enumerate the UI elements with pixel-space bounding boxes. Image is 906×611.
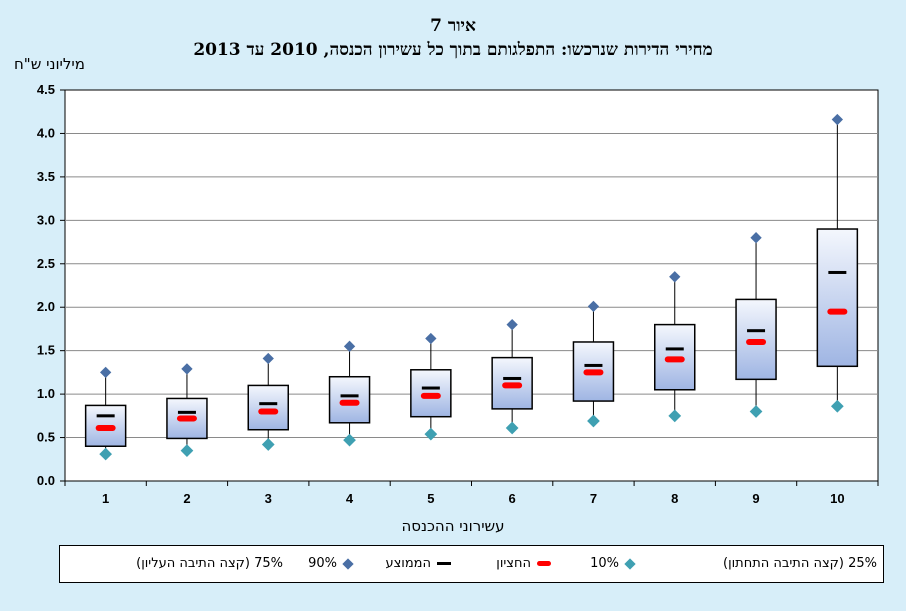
mean-marker	[584, 363, 603, 367]
median-marker	[664, 356, 685, 363]
x-tick-label: 4	[346, 491, 354, 506]
box-decile-7	[572, 300, 615, 428]
x-tick-label: 8	[671, 491, 678, 506]
y-tick-label: 4.0	[37, 125, 55, 140]
x-tick-label: 6	[509, 491, 516, 506]
p90-point	[343, 340, 356, 352]
legend-p25-label: 25% (קצה התיבה התחתון)	[723, 556, 877, 571]
x-tick-label: 3	[265, 491, 272, 506]
mean-marker	[747, 329, 766, 333]
y-axis-unit: מיליוני ש"ח	[14, 55, 85, 73]
median-marker	[583, 369, 604, 376]
median-marker	[339, 399, 360, 406]
mean-marker	[503, 376, 522, 380]
mean-marker	[259, 402, 278, 406]
legend-median: החציון	[496, 556, 553, 571]
mean-marker	[177, 410, 196, 414]
box-decile-2	[166, 363, 208, 457]
p90-point	[669, 271, 681, 283]
p90-point	[750, 232, 762, 244]
median-marker	[95, 424, 116, 431]
x-tick-label: 2	[183, 491, 190, 506]
figure-number: איור 7	[430, 16, 476, 36]
legend: 25% (קצה התיבה התחתון) 10% החציון הממוצע…	[59, 545, 884, 583]
legend-p90: 90%	[308, 556, 355, 571]
box-decile-8	[654, 271, 696, 423]
iqr-box	[247, 384, 289, 431]
box-decile-10	[816, 113, 859, 413]
mean-marker	[828, 270, 847, 274]
p90-point	[181, 363, 193, 375]
p10-point	[505, 421, 519, 435]
legend-p10: 10%	[590, 556, 637, 571]
y-tick-label: 1.0	[37, 386, 55, 401]
iqr-box	[654, 323, 696, 391]
iqr-box	[328, 375, 371, 424]
x-tick-label: 9	[752, 491, 759, 506]
median-marker	[258, 408, 279, 415]
box-decile-5	[410, 332, 452, 441]
y-tick-label: 0.5	[37, 430, 55, 445]
legend-median-label: החציון	[496, 556, 531, 571]
legend-p90-label: 90%	[308, 556, 337, 571]
median-marker	[746, 338, 767, 345]
mean-marker	[665, 347, 684, 351]
y-tick-label: 4.5	[37, 82, 55, 97]
y-tick-label: 3.5	[37, 169, 55, 184]
x-tick-label: 10	[830, 491, 844, 506]
mean-marker	[340, 394, 359, 398]
median-marker	[420, 392, 441, 399]
mean-marker-icon	[437, 562, 451, 565]
p10-point	[424, 427, 438, 441]
y-tick-label: 1.5	[37, 343, 55, 358]
x-tick-label: 5	[427, 491, 434, 506]
boxes	[84, 113, 859, 461]
legend-mean-label: הממוצע	[385, 556, 431, 571]
legend-mean: הממוצע	[385, 556, 453, 571]
mean-marker	[421, 386, 440, 390]
p90-point	[262, 352, 274, 365]
mean-marker	[96, 414, 115, 418]
legend-p75: 75% (קצה התיבה העליון)	[136, 556, 283, 571]
p10-point	[180, 444, 194, 457]
y-tick-label: 3.0	[37, 212, 55, 227]
p10-diamond-icon	[624, 557, 636, 570]
x-tick-label: 7	[590, 491, 597, 506]
box-decile-1	[84, 366, 127, 461]
p10-point	[99, 447, 113, 461]
x-axis-title: עשירוני ההכנסה	[401, 517, 505, 535]
legend-p10-label: 10%	[590, 556, 619, 571]
median-marker	[827, 308, 848, 315]
y-tick-label: 2.0	[37, 299, 55, 314]
box-decile-4	[328, 340, 371, 447]
legend-p75-label: 75% (קצה התיבה העליון)	[136, 556, 283, 571]
y-axis-ticks: 0.0 0.5 1.0 1.5 2.0 2.5 3.0 3.5 4.0 4.5	[37, 82, 65, 488]
legend-p25: 25% (קצה התיבה התחתון)	[723, 556, 877, 571]
figure-title: מחירי הדירות שנרכשו: התפלגותם בתוך כל עש…	[193, 40, 713, 60]
p10-point	[261, 438, 275, 451]
y-tick-label: 0.0	[37, 473, 55, 488]
x-tick-label: 1	[102, 491, 109, 506]
median-marker	[176, 415, 197, 422]
x-axis-ticks: 1 2 3 4 5 6 7 8 9 10	[64, 481, 879, 506]
p90-diamond-icon	[342, 557, 354, 570]
iqr-box	[816, 228, 859, 368]
p90-point	[425, 332, 437, 345]
p90-point	[587, 300, 600, 313]
median-marker-icon	[537, 561, 551, 566]
median-marker	[502, 382, 523, 389]
y-tick-label: 2.5	[37, 256, 55, 271]
p10-point	[343, 433, 356, 447]
box-decile-3	[247, 352, 289, 451]
